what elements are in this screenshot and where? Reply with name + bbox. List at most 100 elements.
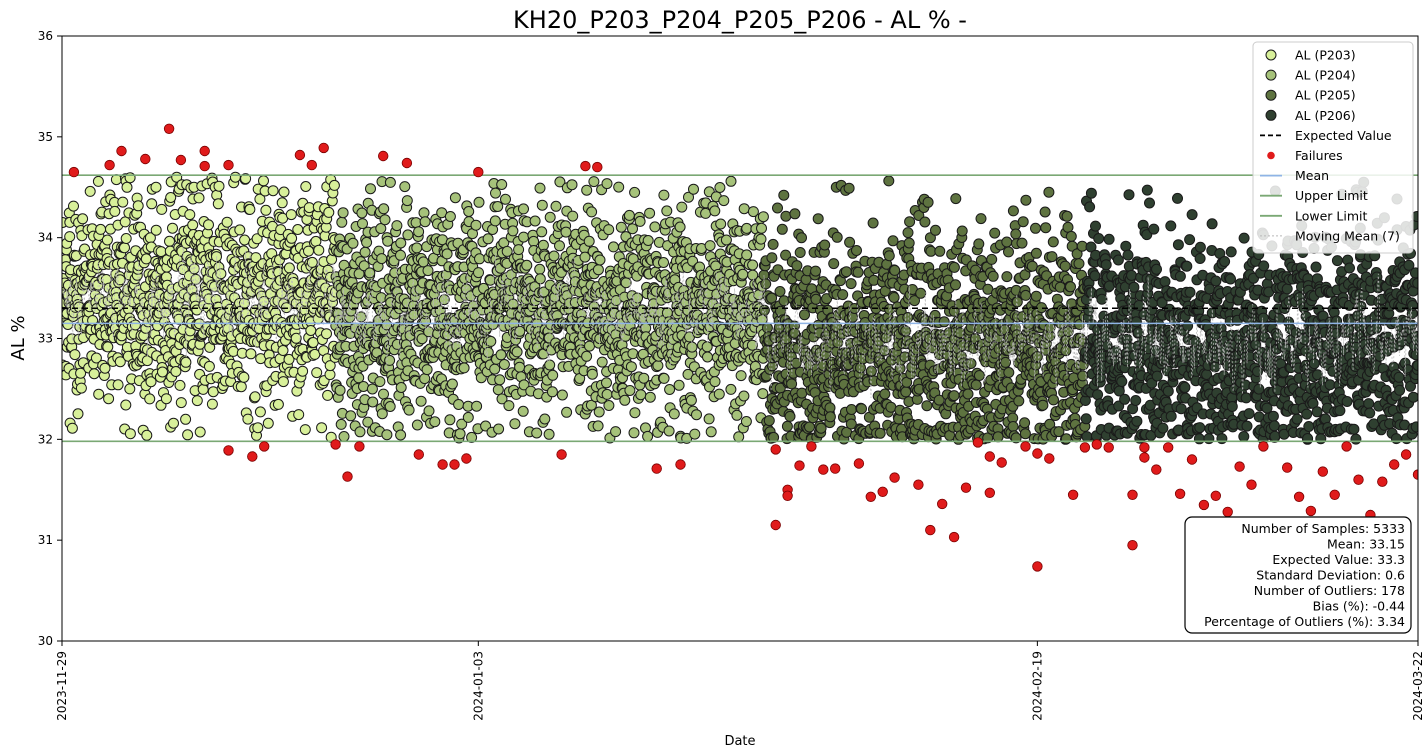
data-point <box>410 217 422 229</box>
data-point <box>120 399 132 411</box>
data-point <box>642 235 654 246</box>
data-point <box>799 309 810 321</box>
data-point <box>95 223 107 235</box>
data-point <box>685 394 697 406</box>
data-point <box>1039 206 1051 218</box>
data-point <box>180 413 192 425</box>
data-point <box>354 426 366 438</box>
data-point <box>1172 239 1184 251</box>
data-point <box>544 359 556 371</box>
data-point <box>324 369 336 381</box>
data-point <box>855 362 866 374</box>
data-point <box>973 238 985 250</box>
data-point <box>307 337 319 348</box>
data-point <box>374 376 386 388</box>
data-point <box>715 218 727 230</box>
data-point <box>1315 433 1327 445</box>
data-point <box>182 429 194 441</box>
data-point <box>227 345 239 357</box>
data-point <box>496 179 508 190</box>
data-point <box>1303 421 1315 432</box>
data-point <box>1148 223 1160 235</box>
data-point <box>164 235 175 247</box>
data-point <box>725 175 737 187</box>
data-point <box>812 213 824 225</box>
data-point <box>462 411 474 423</box>
data-point <box>986 253 998 265</box>
data-point <box>150 181 162 193</box>
data-point <box>810 293 822 305</box>
data-point <box>531 427 543 439</box>
data-point <box>1267 410 1279 422</box>
data-point <box>88 368 100 380</box>
data-point <box>381 429 393 441</box>
data-point <box>767 238 779 250</box>
data-point <box>411 242 423 254</box>
data-point <box>644 391 656 403</box>
data-point <box>1060 433 1072 445</box>
data-point <box>661 307 673 319</box>
data-point <box>1073 258 1085 270</box>
data-point <box>852 266 864 278</box>
data-point <box>401 195 413 207</box>
data-point <box>1003 246 1014 258</box>
data-point <box>760 278 772 290</box>
data-point <box>345 410 357 422</box>
data-point <box>603 224 615 236</box>
data-point <box>286 232 298 244</box>
data-point <box>543 428 555 440</box>
data-point <box>1092 389 1104 401</box>
data-point <box>418 207 430 219</box>
data-point <box>109 205 121 217</box>
data-point <box>421 364 433 376</box>
data-point <box>725 383 737 395</box>
data-point <box>658 257 669 268</box>
data-point <box>740 416 752 427</box>
data-point <box>592 420 604 432</box>
data-point <box>1130 395 1142 406</box>
data-point <box>1157 422 1169 434</box>
data-point <box>583 235 595 247</box>
data-point <box>384 354 396 366</box>
data-point <box>446 378 458 390</box>
data-point <box>62 319 74 330</box>
data-point <box>423 405 435 417</box>
data-point <box>124 428 136 440</box>
data-point <box>581 184 593 196</box>
data-point <box>1040 222 1052 234</box>
data-point <box>338 431 350 442</box>
data-point <box>146 198 158 210</box>
data-point <box>1030 290 1042 302</box>
data-point <box>1019 417 1031 429</box>
data-point <box>471 400 483 412</box>
data-point <box>554 240 565 252</box>
data-point <box>75 367 87 379</box>
data-point <box>883 175 895 187</box>
data-point <box>1331 255 1343 267</box>
data-point <box>489 215 501 227</box>
data-point <box>492 384 504 396</box>
data-point <box>141 429 153 441</box>
data-point <box>419 216 431 228</box>
data-point <box>376 253 388 265</box>
data-point <box>313 244 325 256</box>
data-point <box>634 215 646 227</box>
data-point <box>1046 251 1058 263</box>
data-point <box>92 175 104 187</box>
data-point <box>474 253 485 265</box>
data-point <box>212 198 224 210</box>
data-point <box>367 396 379 408</box>
data-point <box>1119 393 1131 405</box>
data-point <box>167 222 178 234</box>
data-point <box>1193 433 1205 445</box>
data-point <box>119 242 130 254</box>
data-point <box>1060 345 1072 357</box>
data-point <box>413 226 425 238</box>
data-point <box>588 176 600 188</box>
data-point <box>168 417 179 429</box>
data-point <box>299 424 311 436</box>
data-point <box>529 215 541 227</box>
data-point <box>658 372 670 384</box>
data-point <box>539 413 551 425</box>
data-point <box>1179 381 1191 393</box>
